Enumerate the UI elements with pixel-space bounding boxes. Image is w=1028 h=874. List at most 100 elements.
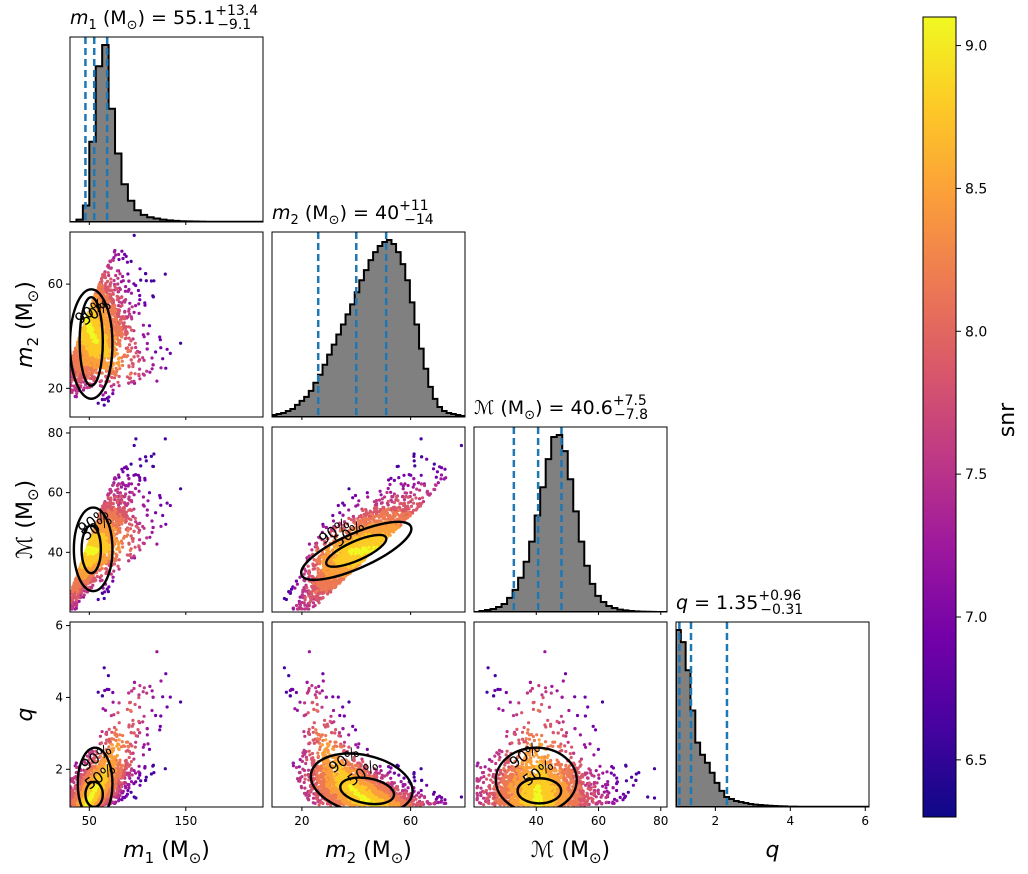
sample-point: [126, 289, 130, 293]
sample-point: [106, 399, 110, 403]
histogram-fill-m2: [272, 240, 465, 417]
sample-point: [115, 501, 119, 505]
sample-point: [90, 331, 94, 335]
sample-point: [128, 553, 132, 557]
contour-50%: [78, 295, 105, 387]
sample-point: [123, 300, 127, 304]
sample-point: [145, 341, 149, 346]
sample-point: [75, 587, 79, 592]
histogram-fill-m1: [70, 45, 263, 222]
sample-point: [107, 553, 111, 557]
sample-point: [83, 358, 87, 363]
sample-point: [145, 513, 149, 517]
sample-point: [74, 598, 78, 602]
sample-point: [119, 508, 123, 512]
sample-point: [106, 263, 110, 267]
sample-point: [125, 260, 129, 264]
sample-point: [66, 384, 69, 387]
sample-point: [117, 290, 121, 294]
sample-point: [131, 514, 135, 519]
sample-point: [155, 379, 159, 383]
sample-point: [83, 322, 87, 326]
sample-point: [163, 437, 167, 441]
sample-point: [106, 338, 110, 342]
sample-point: [120, 541, 124, 546]
sample-point: [118, 512, 122, 516]
y-tick-label: 60: [48, 277, 63, 291]
sample-point: [111, 258, 115, 262]
sample-point: [70, 383, 73, 388]
sample-point: [109, 496, 113, 500]
sample-point: [120, 301, 124, 305]
sample-point: [85, 386, 89, 390]
sample-point: [124, 465, 128, 469]
sample-point: [141, 356, 145, 360]
sample-point: [141, 333, 145, 337]
sample-point: [129, 291, 134, 295]
sample-point: [141, 372, 145, 376]
sample-point: [96, 320, 101, 324]
sample-point: [134, 486, 138, 491]
sample-point: [117, 542, 121, 546]
sample-point: [112, 278, 116, 283]
sample-point: [74, 606, 78, 610]
sample-point: [104, 571, 108, 576]
sample-point: [148, 535, 152, 539]
sample-point: [122, 536, 126, 540]
sample-point: [141, 323, 145, 327]
sample-point: [110, 308, 114, 312]
sample-point: [125, 553, 129, 557]
sample-point: [115, 483, 119, 488]
sample-point: [123, 501, 127, 505]
sample-point: [82, 386, 86, 390]
sample-point: [99, 289, 103, 293]
sample-point: [131, 365, 135, 369]
sample-point: [127, 309, 131, 313]
sample-point: [138, 548, 142, 552]
sample-point: [82, 593, 86, 597]
sample-point: [101, 285, 105, 289]
sample-point: [132, 507, 136, 511]
sample-point: [107, 349, 111, 353]
sample-point: [117, 304, 121, 308]
sample-point: [117, 363, 121, 368]
sample-point: [85, 314, 89, 318]
sample-point: [113, 346, 117, 350]
sample-point: [73, 595, 77, 599]
sample-point: [66, 607, 69, 610]
sample-point: [134, 351, 138, 355]
sample-point: [148, 370, 152, 374]
sample-point: [103, 555, 107, 560]
sample-point: [159, 346, 163, 350]
sample-point: [134, 473, 138, 477]
sample-point: [144, 272, 148, 276]
sample-point: [73, 365, 77, 369]
sample-point: [124, 510, 128, 514]
sample-point: [145, 347, 149, 351]
sample-point: [117, 357, 121, 361]
sample-point: [71, 355, 75, 359]
sample-point: [114, 273, 118, 278]
sample-point: [158, 335, 162, 339]
sample-point: [112, 562, 117, 566]
sample-point: [115, 294, 119, 298]
sample-point: [146, 499, 150, 503]
sample-point: [132, 443, 136, 448]
sample-point: [100, 397, 104, 402]
sample-point: [116, 282, 120, 286]
sample-point: [126, 533, 130, 537]
sample-point: [138, 377, 142, 381]
sample-point: [124, 519, 128, 523]
sample-point: [116, 314, 120, 319]
sample-point: [79, 379, 84, 383]
sample-point: [132, 310, 136, 314]
sample-point: [130, 317, 134, 321]
sample-point: [111, 501, 115, 505]
sample-point: [130, 346, 134, 350]
sample-point: [95, 371, 99, 375]
sample-point: [132, 329, 136, 333]
sample-point: [159, 503, 163, 507]
sample-point: [96, 355, 100, 360]
sample-point: [134, 520, 138, 524]
sample-point: [151, 295, 155, 299]
